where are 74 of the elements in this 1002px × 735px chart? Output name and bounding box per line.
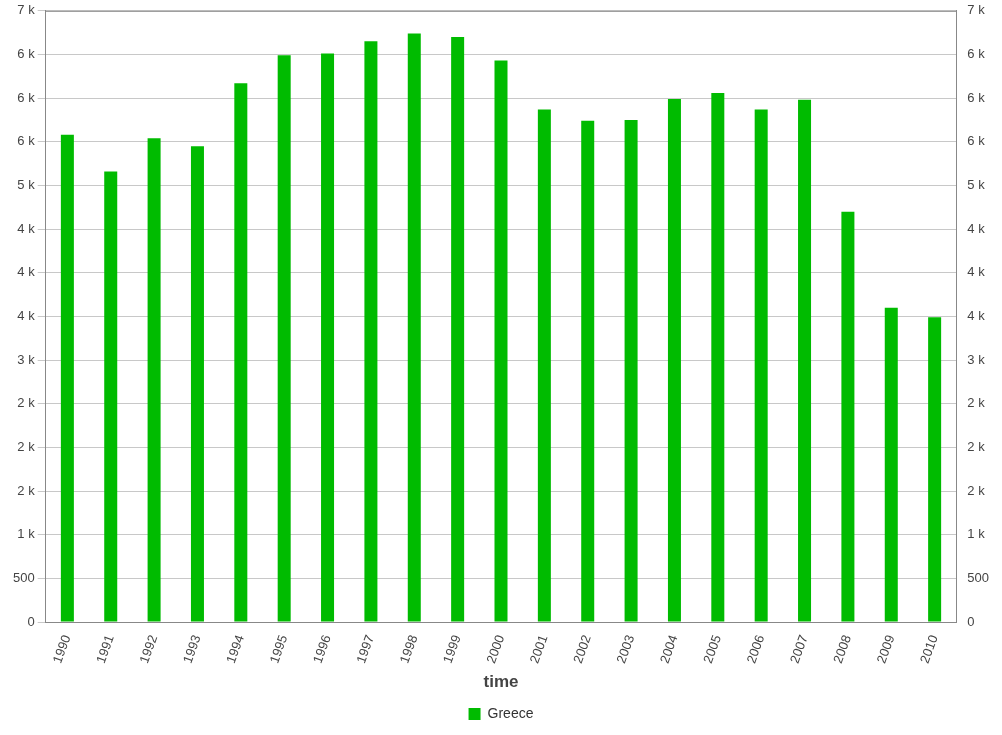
y2-tick-label: 2 k [967,439,986,455]
x-tick-label: 1997 [353,632,378,666]
x-tick-label: 2008 [830,632,855,666]
x-tick-label: 2002 [569,632,594,666]
y-tick-label: 2 k [17,439,36,455]
x-tick-label: 2007 [786,632,811,666]
bar [147,138,161,622]
x-tick-label: 2001 [526,632,551,666]
x-tick-label: 1990 [49,632,74,666]
bar [711,92,725,622]
y2-tick-label: 1 k [967,526,986,542]
x-tick-label: 1994 [223,632,247,666]
x-tick-label: 2000 [483,632,508,666]
y2-tick-label: 4 k [967,264,986,280]
x-tick-label: 2010 [916,632,941,666]
x-tick-label: 2004 [656,632,681,666]
y2-tick-label: 2 k [967,482,986,498]
y-tick-label: 5 k [17,177,36,193]
y-tick-label: 1 k [17,526,36,542]
x-tick-label: 1998 [396,632,421,666]
bar [581,120,595,622]
y-tick-label: 7 k [17,2,36,18]
y2-tick-label: 500 [967,570,990,585]
y-tick-label: 6 k [17,133,36,149]
bar [798,99,812,622]
x-tick-label: 1996 [309,632,334,666]
y2-tick-label: 2 k [967,395,986,411]
y-tick-label: 2 k [17,395,36,411]
bar [451,37,465,622]
y-tick-label: 4 k [17,308,36,324]
bar [624,119,638,622]
bar [754,109,768,622]
x-tick-label: 2009 [873,632,898,666]
y2-tick-label: 6 k [967,46,986,62]
x-tick-label: 2003 [613,632,638,666]
x-tick-label: 2005 [700,632,724,666]
x-tick-label: 1999 [439,632,464,666]
x-tick-label: 2006 [743,632,768,666]
y-tick-label: 6 k [17,89,36,105]
bar [321,53,335,622]
y2-tick-label: 5 k [967,177,986,193]
y-tick-label: 0 [27,613,35,629]
bar [234,83,248,622]
y2-tick-label: 4 k [967,220,986,236]
y-tick-label: 4 k [17,220,36,236]
bar [537,109,551,622]
y-tick-label: 2 k [17,482,36,498]
legend-label: Greece [487,704,534,721]
bar [667,99,681,622]
y2-tick-label: 6 k [967,89,986,105]
bar [364,41,378,622]
y-tick-label: 6 k [17,46,36,62]
bar [104,171,118,622]
y-tick-label: 500 [12,570,35,585]
y2-tick-label: 7 k [967,2,986,18]
y2-tick-label: 3 k [967,351,986,367]
y-tick-label: 4 k [17,264,36,280]
bar [494,60,508,622]
x-tick-label: 1992 [136,632,161,666]
x-tick-label: 1993 [179,632,204,666]
bar [407,33,421,622]
y-tick-label: 3 k [17,351,36,367]
x-tick-label: 1995 [266,632,291,666]
y2-tick-label: 4 k [967,308,986,324]
bar [277,55,291,622]
bar [884,307,898,622]
bar [928,317,942,622]
bar [60,134,74,622]
x-tick-label: 1991 [92,632,117,666]
x-axis-title: time [483,672,519,692]
bar [190,146,204,622]
y2-tick-label: 6 k [967,133,986,149]
y2-tick-label: 0 [967,613,975,629]
bar [841,211,855,622]
